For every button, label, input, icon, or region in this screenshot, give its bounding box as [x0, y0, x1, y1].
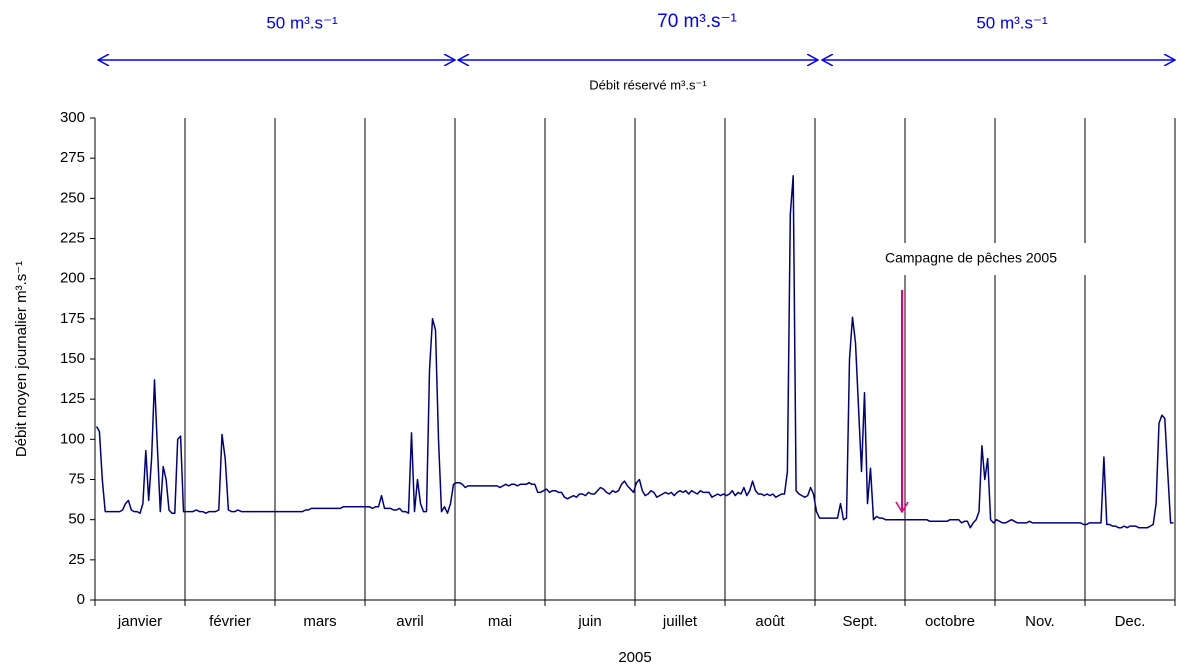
series-line	[95, 175, 1174, 529]
x-tick-label: Sept.	[842, 613, 877, 630]
x-tick-label: juin	[577, 613, 601, 630]
y-tick-label: 25	[68, 551, 85, 568]
annotation: Campagne de pêches 2005	[885, 250, 1057, 266]
x-tick-label: juillet	[662, 613, 698, 630]
period-caption: Débit réservé m³.s⁻¹	[589, 77, 707, 92]
y-tick-label: 250	[60, 189, 85, 206]
y-tick-label: 75	[68, 470, 85, 487]
x-tick-label: février	[209, 613, 251, 630]
y-tick-label: 150	[60, 350, 85, 367]
period-label: 50 m³.s⁻¹	[266, 13, 338, 32]
y-tick-label: 225	[60, 229, 85, 246]
y-tick-label: 100	[60, 430, 85, 447]
x-tick-label: août	[755, 613, 785, 630]
y-tick-label: 125	[60, 390, 85, 407]
x-tick-label: octobre	[925, 613, 975, 630]
x-tick-label: mars	[303, 613, 336, 630]
x-axis-title: 2005	[618, 649, 651, 666]
y-tick-label: 300	[60, 109, 85, 126]
x-tick-label: Dec.	[1115, 613, 1146, 630]
y-tick-label: 0	[77, 591, 85, 608]
period-label: 50 m³.s⁻¹	[976, 13, 1048, 32]
y-axis-title: Débit moyen journalier m³.s⁻¹	[13, 261, 30, 457]
x-tick-label: avril	[396, 613, 424, 630]
y-tick-label: 175	[60, 310, 85, 327]
x-tick-label: janvier	[117, 613, 162, 630]
x-tick-label: Nov.	[1025, 613, 1055, 630]
y-tick-label: 275	[60, 149, 85, 166]
y-tick-label: 200	[60, 270, 85, 287]
annotation-box	[850, 243, 1096, 275]
x-tick-label: mai	[488, 613, 512, 630]
period-label: 70 m³.s⁻¹	[657, 11, 737, 32]
y-tick-label: 50	[68, 511, 85, 528]
